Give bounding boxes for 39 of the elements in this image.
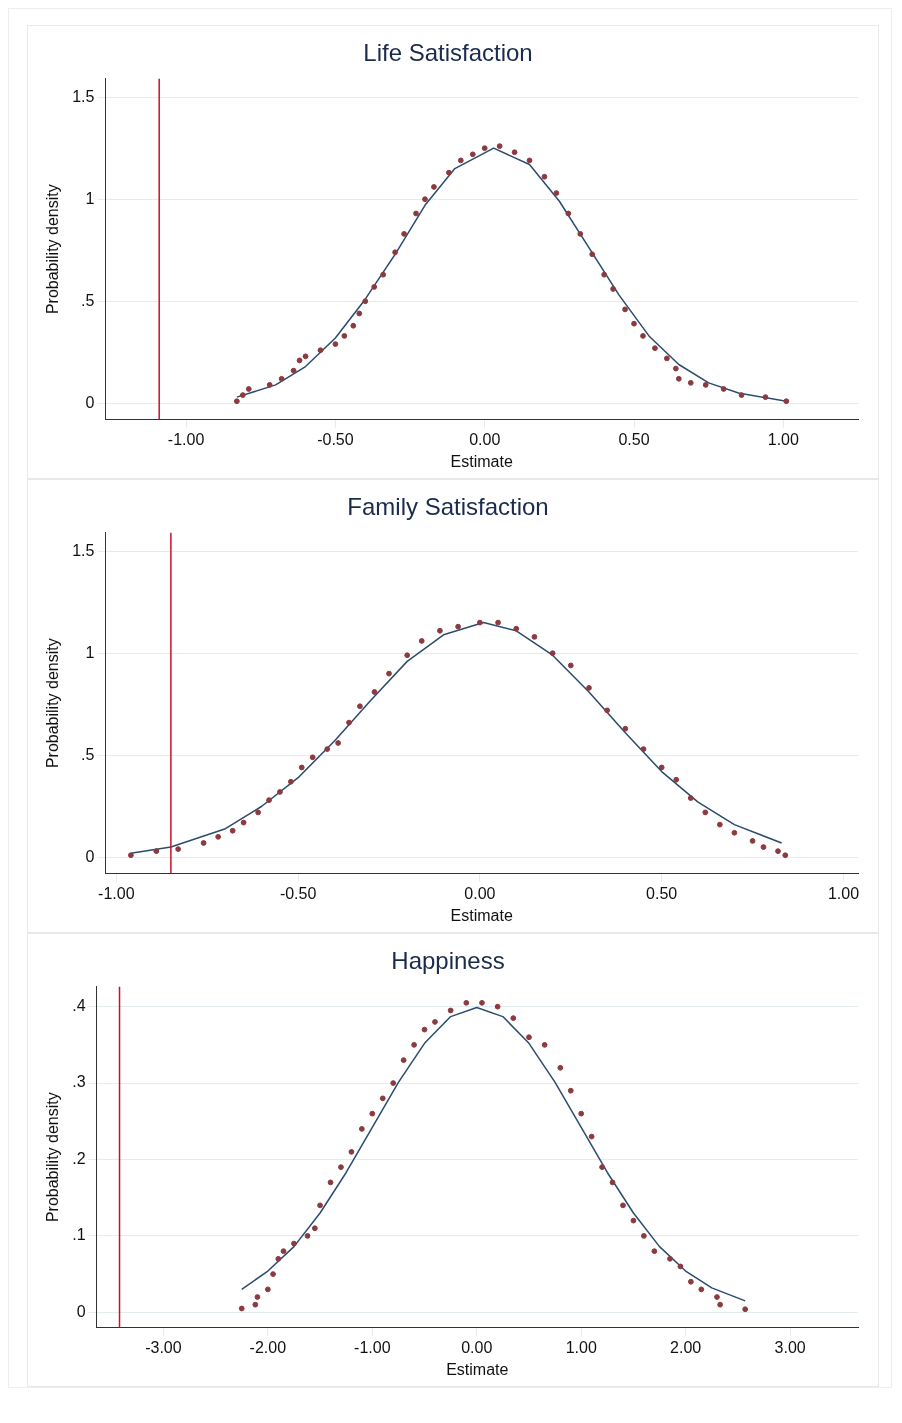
x-tick-label: -2.00	[249, 1338, 287, 1356]
y-axis-title: Probability density	[44, 1092, 62, 1223]
chart-title: Life Satisfaction	[363, 39, 533, 67]
y-tick-label: 1.5	[72, 87, 95, 105]
x-tick-label: 0.50	[646, 884, 678, 902]
x-tick-label: -1.00	[354, 1338, 391, 1356]
y-tick-label: .5	[81, 291, 95, 309]
y-tick-label: 0	[76, 1302, 86, 1320]
y-tick-label: .3	[72, 1073, 86, 1091]
x-tick-label: -3.00	[145, 1338, 182, 1356]
y-tick-label: 1	[85, 189, 95, 207]
x-axis-title: Estimate	[450, 452, 513, 470]
chart-title: Happiness	[391, 947, 505, 975]
x-tick-label: 0.50	[618, 430, 650, 448]
x-tick-label: 0.00	[469, 430, 501, 448]
x-tick-label: 1.00	[767, 430, 800, 448]
y-tick-label: 1	[85, 643, 95, 661]
y-tick-label: .1	[72, 1226, 86, 1244]
x-tick-label: 1.00	[827, 884, 860, 902]
chart-title: Family Satisfaction	[347, 493, 549, 521]
x-tick-label: 0.00	[461, 1338, 493, 1356]
x-tick-label: -1.00	[167, 430, 205, 448]
y-tick-label: 1.5	[72, 541, 95, 559]
y-tick-label: .4	[72, 997, 86, 1015]
x-tick-label: 3.00	[774, 1338, 806, 1356]
y-tick-label: 0	[85, 393, 95, 411]
x-tick-label: 0.00	[464, 884, 496, 902]
y-axis-title: Probability density	[44, 638, 62, 769]
x-axis-title: Estimate	[450, 906, 513, 924]
x-tick-label: 2.00	[670, 1338, 702, 1356]
y-tick-label: 0	[85, 847, 95, 865]
y-tick-label: .5	[81, 745, 95, 763]
x-tick-label: -1.00	[98, 884, 135, 902]
x-tick-label: -0.50	[279, 884, 317, 902]
y-axis-title: Probability density	[44, 184, 62, 315]
x-tick-label: 1.00	[565, 1338, 597, 1356]
y-tick-label: .2	[72, 1149, 86, 1167]
x-tick-label: -0.50	[317, 430, 354, 448]
x-axis-title: Estimate	[446, 1360, 509, 1378]
